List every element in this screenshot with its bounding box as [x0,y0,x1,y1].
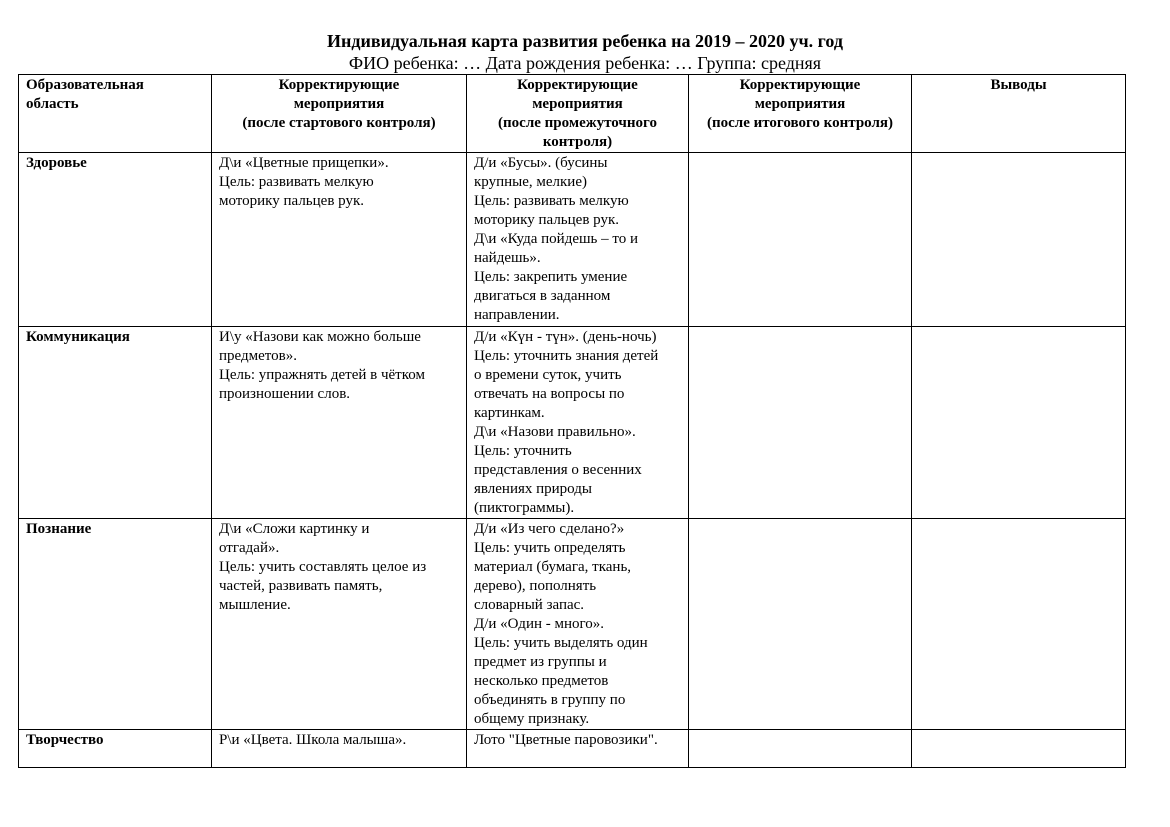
column-area-header: Образовательная область [18,74,212,153]
final-measures-cell[interactable] [688,518,912,730]
cell-line: частей, развивать память, [219,578,383,594]
header-row: Образовательная область Корректирующие меро… [18,74,1126,153]
cell-line: моторику пальцев рук. [219,193,365,209]
table-row: Познание Д\и «Сложи картинку и отгадай». Це… [18,518,1126,730]
header-line: мероприятия [532,96,623,112]
table-row: Коммуникация И\у «Назови как можно больше… [18,326,1126,519]
cell-line: Д\и «Цветные прищепки». [219,155,389,171]
cell-line: Цель: учить выделять один [474,635,648,651]
table-row: Здоровье Д\и «Цветные прищепки». Цель: раз… [18,152,1126,327]
mid-measures-cell[interactable]: Лото "Цветные паровозики". [466,729,689,768]
cell-line: о времени суток, учить [474,367,622,383]
cell-line: Д\и «Куда пойдешь – то и [474,231,639,247]
final-measures-cell[interactable] [688,729,912,768]
cell-line: Д/и «Күн - түн». (день-ночь) [474,329,657,345]
area-cell: Творчество [18,729,212,768]
cell-line: Цель: развивать мелкую [219,174,374,190]
column-mid-measures-header: Корректирующие мероприятия (после промежут… [466,74,689,153]
area-cell: Познание [18,518,212,730]
cell-line: материал (бумага, ткань, [474,559,632,575]
cell-line: отвечать на вопросы по [474,386,625,402]
mid-measures-cell[interactable]: Д/и «Күн - түн». (день-ночь) Цель: уточни… [466,326,689,519]
column-start-measures-header: Корректирующие мероприятия (после стартово… [211,74,467,153]
start-measures-cell[interactable]: Р\и «Цвета. Школа малыша». [211,729,467,768]
cell-line: мышление. [219,597,291,613]
header-line: (после промежуточного [498,115,657,131]
start-measures-cell[interactable]: Д\и «Сложи картинку и отгадай». Цель: учит… [211,518,467,730]
cell-line: Р\и «Цвета. Школа малыша». [219,732,407,748]
cell-line: Д/и «Из чего сделано?» [474,521,625,537]
header-line: область [26,96,79,112]
cell-line: Д/и «Один - много». [474,616,605,632]
header-line: (после стартового контроля) [242,115,436,131]
table-row: Творчество Р\и «Цвета. Школа малыша». Лото… [18,729,1126,768]
mid-measures-cell[interactable]: Д/и «Из чего сделано?» Цель: учить опреде… [466,518,689,730]
cell-line: предмет из группы и [474,654,607,670]
area-cell: Здоровье [18,152,212,327]
cell-line: предметов». [219,348,297,364]
column-conclusions-header: Выводы [911,74,1126,153]
document-subtitle: ФИО ребенка: … Дата рождения ребенка: … … [348,53,822,73]
cell-line: дерево), пополнять [474,578,597,594]
cell-line: Цель: развивать мелкую [474,193,629,209]
cell-line: Цель: учить составлять целое из [219,559,427,575]
cell-line: отгадай». [219,540,280,556]
header-line: Выводы [990,77,1047,93]
cell-line: моторику пальцев рук. [474,212,620,228]
cell-line: явлениях природы [474,481,592,497]
area-cell: Коммуникация [18,326,212,519]
cell-line: Д/и «Бусы». (бусины [474,155,608,171]
final-measures-cell[interactable] [688,326,912,519]
mid-measures-cell[interactable]: Д/и «Бусы». (бусины крупные, мелкие) Цель:… [466,152,689,327]
document-title: Индивидуальная карта развития ребенка на… [327,31,843,51]
cell-line: Д\и «Сложи картинку и [219,521,370,537]
cell-line: картинкам. [474,405,545,421]
cell-line: словарный запас. [474,597,585,613]
start-measures-cell[interactable]: Д\и «Цветные прищепки». Цель: развивать м… [211,152,467,327]
cell-line: И\у «Назови как можно больше [219,329,421,345]
header-line: мероприятия [293,96,385,112]
conclusions-cell[interactable] [911,729,1126,768]
cell-line: Цель: уточнить знания детей [474,348,659,364]
header-line: мероприятия [754,96,846,112]
cell-line: представления о весенних [474,462,642,478]
cell-line: (пиктограммы). [474,500,575,516]
header-line: контроля) [542,134,613,150]
cell-line: Лото "Цветные паровозики". [474,732,658,748]
cell-line: объединять в группу по [474,692,626,708]
cell-line: несколько предметов [474,673,609,689]
column-final-measures-header: Корректирующие мероприятия (после итоговог… [688,74,912,153]
development-card-table: Образовательная область Корректирующие меро… [18,74,1126,768]
cell-line: общему признаку. [474,711,590,727]
cell-line: двигаться в заданном [474,288,611,304]
cell-line: Цель: уточнить [474,443,572,459]
start-measures-cell[interactable]: И\у «Назови как можно больше предметов». Ц… [211,326,467,519]
header-line: Корректирующие [739,77,861,93]
cell-line: крупные, мелкие) [474,174,587,190]
header-line: Корректирующие [278,77,400,93]
header-line: Корректирующие [517,77,638,93]
header-line: Образовательная [26,77,144,93]
cell-line: Цель: упражнять детей в чётком [219,367,425,383]
final-measures-cell[interactable] [688,152,912,327]
header-line: (после итогового контроля) [707,115,893,131]
cell-line: произношении слов. [219,386,351,402]
conclusions-cell[interactable] [911,152,1126,327]
cell-line: Д\и «Назови правильно». [474,424,636,440]
conclusions-cell[interactable] [911,326,1126,519]
cell-line: Цель: учить определять [474,540,626,556]
conclusions-cell[interactable] [911,518,1126,730]
cell-line: направлении. [474,307,560,323]
cell-line: Цель: закрепить умение [474,269,628,285]
cell-line: найдешь». [474,250,541,266]
